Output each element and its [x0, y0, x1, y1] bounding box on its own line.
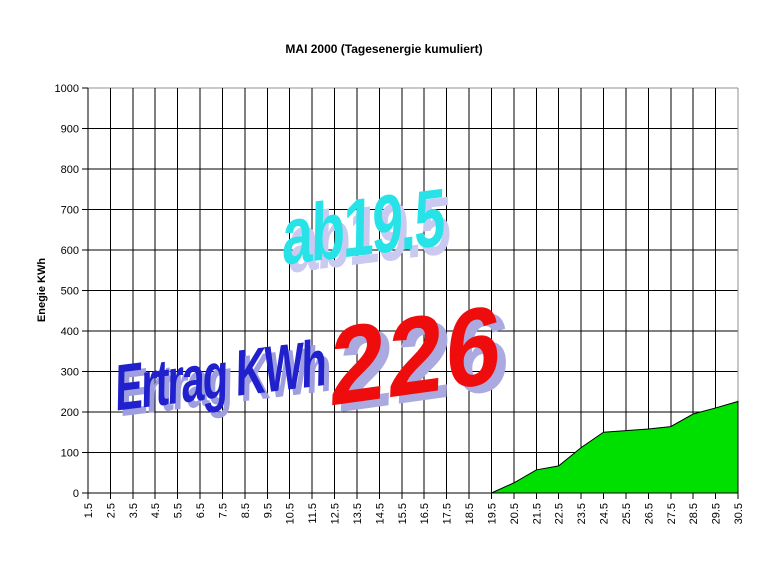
- x-tick-label: 10.5: [285, 503, 297, 524]
- x-tick-label: 19.5: [486, 503, 498, 524]
- y-tick-label: 500: [61, 286, 79, 298]
- wordart-total-value: 226: [327, 280, 507, 431]
- x-tick-label: 22.5: [554, 503, 566, 524]
- x-tick-label: 23.5: [576, 503, 588, 524]
- y-tick-label: 0: [73, 488, 79, 500]
- y-tick-label: 700: [61, 205, 79, 217]
- y-tick-label: 900: [61, 124, 79, 136]
- x-tick-label: 7.5: [217, 503, 229, 518]
- x-tick-label: 20.5: [509, 503, 521, 524]
- x-tick-label: 4.5: [150, 503, 162, 518]
- x-tick-label: 12.5: [330, 503, 342, 524]
- y-tick-label: 200: [61, 407, 79, 419]
- y-tick-label: 600: [61, 245, 79, 257]
- x-tick-label: 5.5: [173, 503, 185, 518]
- y-tick-label: 800: [61, 164, 79, 176]
- x-tick-label: 6.5: [195, 503, 207, 518]
- x-tick-label: 14.5: [374, 503, 386, 524]
- x-tick-label: 27.5: [666, 503, 678, 524]
- x-tick-label: 16.5: [419, 503, 431, 524]
- x-tick-label: 9.5: [262, 503, 274, 518]
- y-tick-label: 1000: [55, 83, 79, 95]
- x-tick-label: 21.5: [531, 503, 543, 524]
- x-tick-label: 24.5: [599, 503, 611, 524]
- x-tick-label: 2.5: [105, 503, 117, 518]
- x-tick-label: 8.5: [240, 503, 252, 518]
- x-tick-label: 1.5: [83, 503, 95, 518]
- y-tick-label: 100: [61, 448, 79, 460]
- y-tick-label: 400: [61, 326, 79, 338]
- x-tick-label: 30.5: [733, 503, 745, 524]
- wordart-start-date: ab19.5: [281, 170, 445, 283]
- x-tick-label: 13.5: [352, 503, 364, 524]
- chart-title: MAI 2000 (Tagesenergie kumuliert): [285, 42, 483, 56]
- x-tick-label: 18.5: [464, 503, 476, 524]
- x-tick-label: 11.5: [307, 503, 319, 524]
- y-tick-label: 300: [61, 367, 79, 379]
- x-tick-label: 26.5: [643, 503, 655, 524]
- x-tick-label: 3.5: [128, 503, 140, 518]
- x-tick-label: 17.5: [442, 503, 454, 524]
- x-tick-label: 29.5: [711, 503, 723, 524]
- x-tick-label: 15.5: [397, 503, 409, 524]
- x-tick-label: 28.5: [688, 503, 700, 524]
- x-tick-label: 25.5: [621, 503, 633, 524]
